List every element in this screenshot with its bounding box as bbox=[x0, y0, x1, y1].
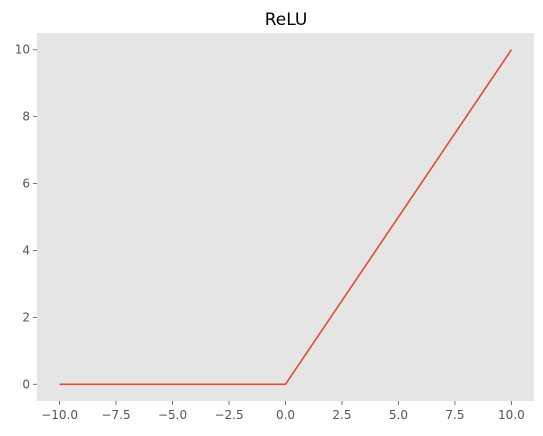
x-tick-label: 0.0 bbox=[276, 408, 295, 422]
y-tick-label: 10 bbox=[15, 43, 30, 57]
series-line bbox=[59, 49, 513, 386]
y-axis: 0 2 4 6 8 10 bbox=[15, 43, 37, 391]
x-tick-label: 2.5 bbox=[332, 408, 351, 422]
x-tick-label: 10.0 bbox=[498, 408, 525, 422]
y-tick-label: 0 bbox=[22, 377, 30, 391]
y-tick-label: 2 bbox=[22, 310, 30, 324]
y-tick-label: 4 bbox=[22, 243, 30, 257]
plot-area bbox=[37, 33, 534, 401]
x-tick-label: −5.0 bbox=[158, 408, 187, 422]
x-axis: −10.0 −7.5 −5.0 −2.5 0.0 2.5 5.0 7.5 10.0 bbox=[41, 401, 525, 422]
x-tick-label: 7.5 bbox=[445, 408, 464, 422]
y-tick-label: 6 bbox=[22, 177, 30, 191]
x-tick-label: −10.0 bbox=[41, 408, 78, 422]
x-tick-label: −7.5 bbox=[101, 408, 130, 422]
y-tick-label: 8 bbox=[22, 110, 30, 124]
x-tick-label: −2.5 bbox=[214, 408, 243, 422]
chart-title: ReLU bbox=[265, 10, 308, 30]
series-layer bbox=[59, 49, 513, 386]
x-tick-label: 5.0 bbox=[389, 408, 408, 422]
